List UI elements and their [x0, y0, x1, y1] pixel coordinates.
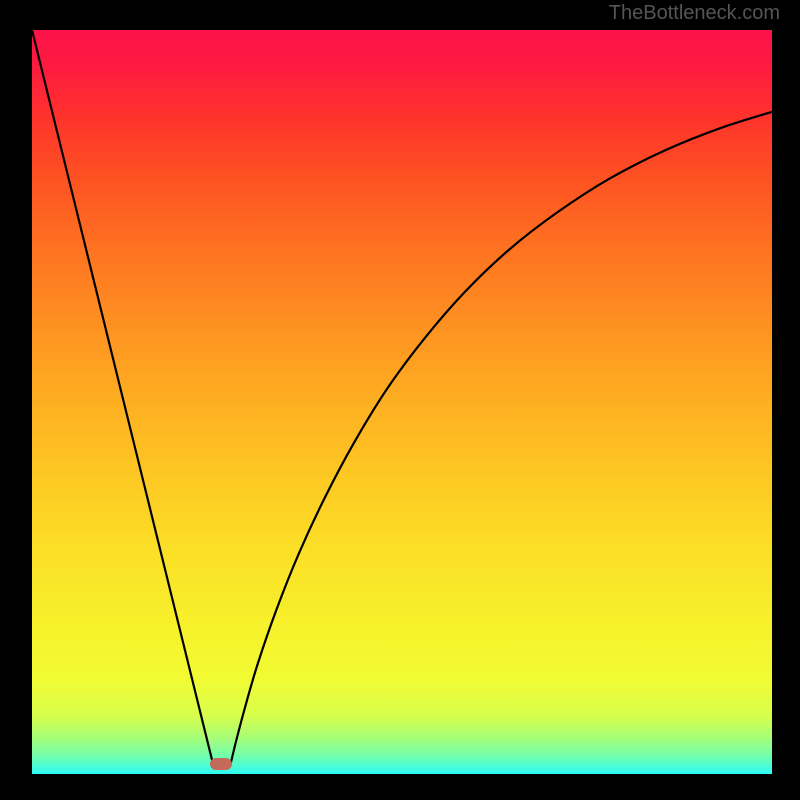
curve-layer — [32, 30, 772, 774]
attribution-text: TheBottleneck.com — [609, 2, 780, 25]
right-segment — [230, 112, 772, 765]
left-segment — [32, 30, 213, 765]
minimum-marker — [210, 758, 232, 770]
plot-area — [32, 30, 772, 774]
chart-container: TheBottleneck.com — [0, 0, 800, 800]
